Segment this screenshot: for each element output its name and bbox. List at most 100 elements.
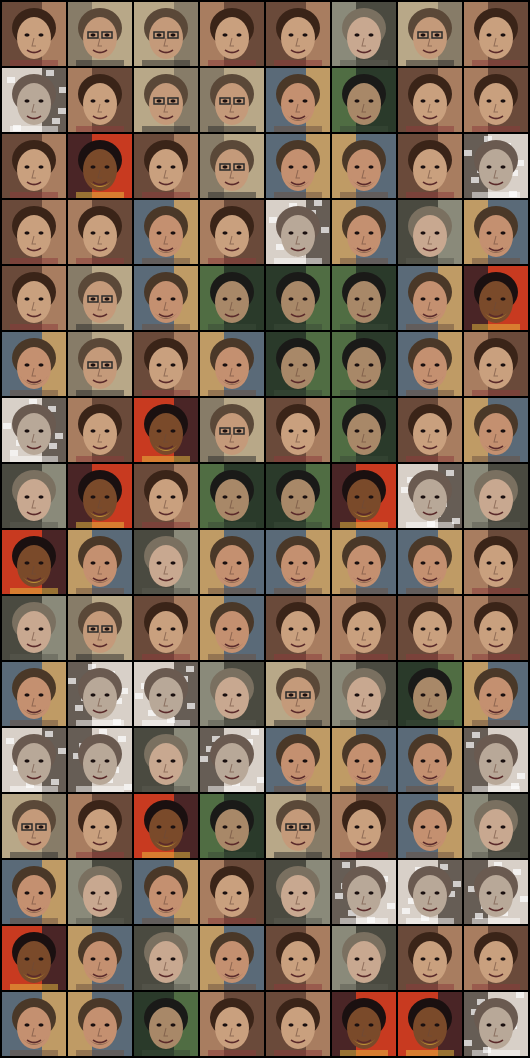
face-thumbnail xyxy=(68,860,132,924)
face-thumbnail xyxy=(266,266,330,330)
face-thumbnail xyxy=(68,266,132,330)
face-thumbnail xyxy=(68,926,132,990)
face-thumbnail xyxy=(2,596,66,660)
face-thumbnail xyxy=(200,266,264,330)
face-thumbnail xyxy=(200,68,264,132)
face-thumbnail xyxy=(464,134,528,198)
face-thumbnail xyxy=(134,398,198,462)
face-thumbnail xyxy=(266,530,330,594)
face-thumbnail xyxy=(266,2,330,66)
face-thumbnail xyxy=(398,200,462,264)
face-thumbnail xyxy=(68,662,132,726)
face-thumbnail xyxy=(134,134,198,198)
face-thumbnail xyxy=(464,68,528,132)
face-thumbnail xyxy=(266,860,330,924)
face-thumbnail xyxy=(68,2,132,66)
face-thumbnail xyxy=(464,266,528,330)
face-thumbnail xyxy=(2,992,66,1056)
face-thumbnail xyxy=(398,926,462,990)
face-thumbnail xyxy=(134,662,198,726)
face-thumbnail xyxy=(398,266,462,330)
face-thumbnail xyxy=(2,398,66,462)
face-thumbnail xyxy=(134,530,198,594)
face-thumbnail xyxy=(266,398,330,462)
face-thumbnail xyxy=(266,992,330,1056)
face-thumbnail xyxy=(332,794,396,858)
face-thumbnail xyxy=(332,68,396,132)
face-thumbnail xyxy=(200,728,264,792)
face-thumbnail xyxy=(134,794,198,858)
face-thumbnail xyxy=(2,2,66,66)
face-thumbnail xyxy=(200,134,264,198)
face-thumbnail xyxy=(200,530,264,594)
face-thumbnail xyxy=(266,926,330,990)
face-thumbnail xyxy=(200,200,264,264)
face-thumbnail xyxy=(134,926,198,990)
face-thumbnail xyxy=(200,794,264,858)
face-thumbnail xyxy=(68,134,132,198)
face-thumbnail xyxy=(200,332,264,396)
face-thumbnail xyxy=(332,134,396,198)
face-thumbnail xyxy=(398,728,462,792)
face-thumbnail xyxy=(200,662,264,726)
face-thumbnail xyxy=(332,926,396,990)
face-thumbnail xyxy=(134,464,198,528)
face-thumbnail xyxy=(134,200,198,264)
face-thumbnail xyxy=(134,332,198,396)
face-thumbnail xyxy=(266,728,330,792)
face-thumbnail xyxy=(200,860,264,924)
face-thumbnail xyxy=(464,464,528,528)
face-thumbnail xyxy=(68,992,132,1056)
face-thumbnail xyxy=(464,662,528,726)
face-thumbnail xyxy=(398,134,462,198)
face-thumbnail xyxy=(332,728,396,792)
face-thumbnail xyxy=(464,992,528,1056)
face-thumbnail xyxy=(398,398,462,462)
face-thumbnail xyxy=(200,464,264,528)
face-thumbnail xyxy=(266,596,330,660)
face-thumbnail xyxy=(464,596,528,660)
face-thumbnail xyxy=(398,68,462,132)
face-thumbnail xyxy=(398,794,462,858)
face-thumbnail xyxy=(398,662,462,726)
face-thumbnail xyxy=(200,596,264,660)
face-thumbnail xyxy=(2,530,66,594)
face-thumbnail xyxy=(398,530,462,594)
face-thumbnail xyxy=(2,266,66,330)
face-thumbnail xyxy=(332,2,396,66)
face-thumbnail xyxy=(398,992,462,1056)
face-thumbnail xyxy=(68,68,132,132)
face-thumbnail xyxy=(398,596,462,660)
face-thumbnail xyxy=(464,332,528,396)
face-thumbnail xyxy=(464,926,528,990)
face-thumbnail xyxy=(200,926,264,990)
face-thumbnail xyxy=(200,2,264,66)
face-thumbnail xyxy=(398,2,462,66)
face-thumbnail xyxy=(332,332,396,396)
face-thumbnail xyxy=(68,398,132,462)
face-thumbnail xyxy=(398,464,462,528)
face-thumbnail xyxy=(464,200,528,264)
face-thumbnail xyxy=(134,728,198,792)
face-thumbnail xyxy=(332,200,396,264)
face-thumbnail xyxy=(266,794,330,858)
face-thumbnail xyxy=(2,464,66,528)
face-thumbnail xyxy=(68,464,132,528)
face-thumbnail xyxy=(266,134,330,198)
face-thumbnail xyxy=(464,860,528,924)
face-thumbnail xyxy=(2,794,66,858)
face-thumbnail xyxy=(332,860,396,924)
face-thumbnail xyxy=(134,68,198,132)
face-thumbnail xyxy=(134,596,198,660)
face-thumbnail xyxy=(332,992,396,1056)
face-thumbnail xyxy=(332,530,396,594)
face-thumbnail xyxy=(200,992,264,1056)
face-thumbnail xyxy=(332,596,396,660)
face-thumbnail xyxy=(266,662,330,726)
face-thumbnail xyxy=(266,332,330,396)
face-thumbnail xyxy=(266,68,330,132)
face-thumbnail xyxy=(464,728,528,792)
face-thumbnail xyxy=(2,68,66,132)
face-thumbnail xyxy=(332,266,396,330)
